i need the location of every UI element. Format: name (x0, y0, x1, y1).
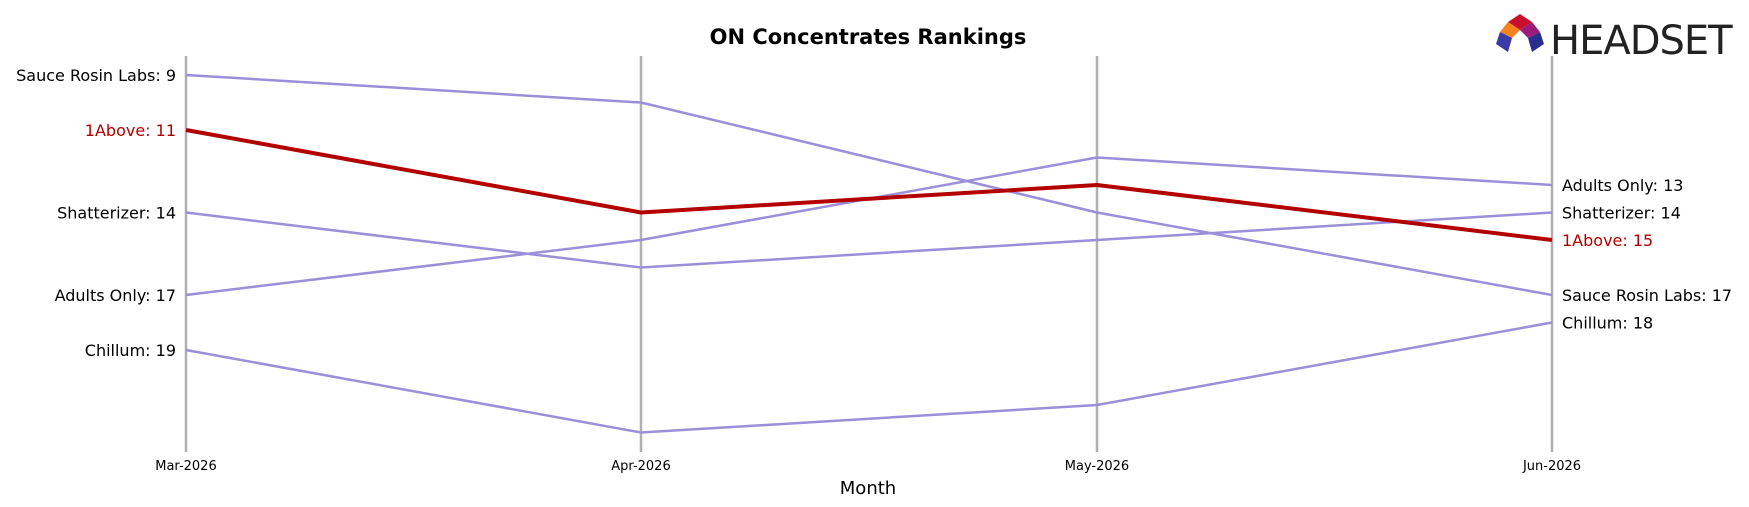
month-grid-lines (184, 56, 1554, 452)
chart-title: ON Concentrates Rankings (710, 25, 1027, 49)
series-line-adults-only (185, 156, 1553, 297)
right-rank-labels: Sauce Rosin Labs: 17 Shatterizer: 14 Adult… (1562, 176, 1732, 333)
x-tick-label: Jun-2026 (1522, 459, 1581, 474)
series-line-1above (185, 128, 1553, 242)
left-rank-labels: Sauce Rosin Labs: 9 Shatterizer: 14 Adults… (16, 66, 176, 360)
left-label-1above: 1Above: 11 (85, 121, 176, 140)
left-label-adults-only: Adults Only: 17 (55, 286, 176, 305)
logo-wordmark: HEADSET (1550, 18, 1733, 64)
series-line-sauce-rosin-labs (185, 73, 1553, 297)
x-tick-label: Mar-2026 (155, 459, 216, 474)
left-label-chillum: Chillum: 19 (85, 341, 176, 360)
right-label-shatterizer: Shatterizer: 14 (1562, 204, 1681, 223)
x-tick-label: Apr-2026 (611, 459, 670, 474)
series-line-shatterizer (185, 211, 1553, 269)
left-label-sauce-rosin-labs: Sauce Rosin Labs: 9 (16, 66, 176, 85)
x-tick-label: May-2026 (1065, 459, 1129, 474)
headset-logo: HEADSET (1496, 14, 1734, 64)
series-line-chillum (185, 321, 1553, 434)
series-lines (185, 73, 1553, 434)
right-label-sauce-rosin-labs: Sauce Rosin Labs: 17 (1562, 286, 1732, 305)
right-label-adults-only: Adults Only: 13 (1562, 176, 1683, 195)
x-axis-label: Month (840, 478, 896, 499)
right-label-1above: 1Above: 15 (1562, 231, 1653, 250)
headset-logo-icon (1496, 14, 1544, 52)
x-axis-ticks: Mar-2026 Apr-2026 May-2026 Jun-2026 (155, 459, 1581, 474)
left-label-shatterizer: Shatterizer: 14 (57, 204, 176, 223)
right-label-chillum: Chillum: 18 (1562, 314, 1653, 333)
